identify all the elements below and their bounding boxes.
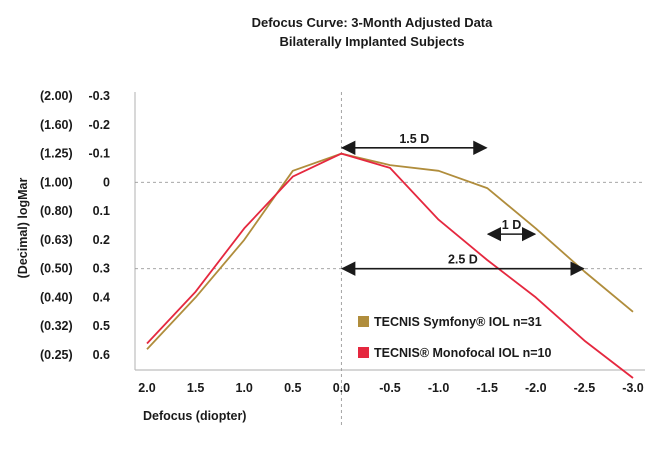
y-tick-decimal-2: (1.25) [40,147,73,161]
range-annotations: 1.5 D 1 D 2.5 D [340,132,585,276]
y-tick-logmar-9: 0.6 [93,348,110,362]
y-tick-3: (1.00) 0 [40,175,110,189]
y-tick-labels: (2.00) -0.3 (1.60) -0.2 (1.25) -0.1 (1.00) 0 (0.… [40,89,110,362]
y-tick-logmar-5: 0.2 [93,233,110,247]
legend-label-symfony: TECNIS Symfony® IOL n=31 [374,315,542,329]
y-tick-2: (1.25) -0.1 [40,147,110,161]
y-tick-7: (0.40) 0.4 [40,290,110,304]
series-lines [146,152,634,379]
y-tick-1: (1.60) -0.2 [40,118,110,132]
chart-subtitle: Bilaterally Implanted Subjects [280,34,465,49]
y-tick-decimal-7: (0.40) [40,290,73,304]
x-tick-labels: 2.0 1.5 1.0 0.5 0.0 -0.5 -1.0 -1.5 -2.0 -2.5 -3.0 [138,381,644,395]
x-tick-9: -2.5 [574,381,596,395]
y-tick-decimal-5: (0.63) [40,233,73,247]
y-tick-logmar-2: -0.1 [88,147,110,161]
chart-title: Defocus Curve: 3-Month Adjusted Data [252,15,494,30]
y-tick-decimal-3: (1.00) [40,175,73,189]
y-tick-logmar-8: 0.5 [93,319,110,333]
y-tick-logmar-1: -0.2 [88,118,110,132]
x-axis-label: Defocus (diopter) [143,409,246,423]
series-line-0 [146,152,634,350]
y-tick-logmar-4: 0.1 [93,204,110,218]
x-tick-5: -0.5 [379,381,401,395]
y-tick-logmar-0: -0.3 [88,89,110,103]
y-axis-label: (Decimal) logMar [16,178,30,279]
y-tick-decimal-4: (0.80) [40,204,73,218]
y-tick-9: (0.25) 0.6 [40,348,110,362]
legend-swatch-symfony [358,316,369,327]
legend-label-monofocal: TECNIS® Monofocal IOL n=10 [374,346,551,360]
x-tick-3: 0.5 [284,381,301,395]
annotation-label-2: 2.5 D [448,253,478,267]
y-tick-logmar-6: 0.3 [93,262,110,276]
x-tick-4: 0.0 [333,381,350,395]
y-tick-logmar-7: 0.4 [93,290,110,304]
x-tick-10: -3.0 [622,381,644,395]
series-line-1 [146,152,634,379]
y-tick-decimal-8: (0.32) [40,319,73,333]
x-tick-2: 1.0 [236,381,253,395]
x-tick-0: 2.0 [138,381,155,395]
y-tick-logmar-3: 0 [103,175,110,189]
y-tick-decimal-9: (0.25) [40,348,73,362]
legend-swatch-monofocal [358,347,369,358]
x-tick-1: 1.5 [187,381,204,395]
x-tick-6: -1.0 [428,381,450,395]
x-tick-7: -1.5 [476,381,498,395]
legend: TECNIS Symfony® IOL n=31 TECNIS® Monofoc… [358,315,551,360]
annotation-label-0: 1.5 D [399,132,429,146]
y-tick-0: (2.00) -0.3 [40,89,110,103]
x-tick-8: -2.0 [525,381,547,395]
y-tick-decimal-1: (1.60) [40,118,73,132]
y-tick-decimal-6: (0.50) [40,262,73,276]
y-tick-8: (0.32) 0.5 [40,319,110,333]
y-tick-5: (0.63) 0.2 [40,233,110,247]
y-tick-4: (0.80) 0.1 [40,204,110,218]
annotation-label-1: 1 D [502,218,521,232]
y-tick-6: (0.50) 0.3 [40,262,110,276]
y-tick-decimal-0: (2.00) [40,89,73,103]
